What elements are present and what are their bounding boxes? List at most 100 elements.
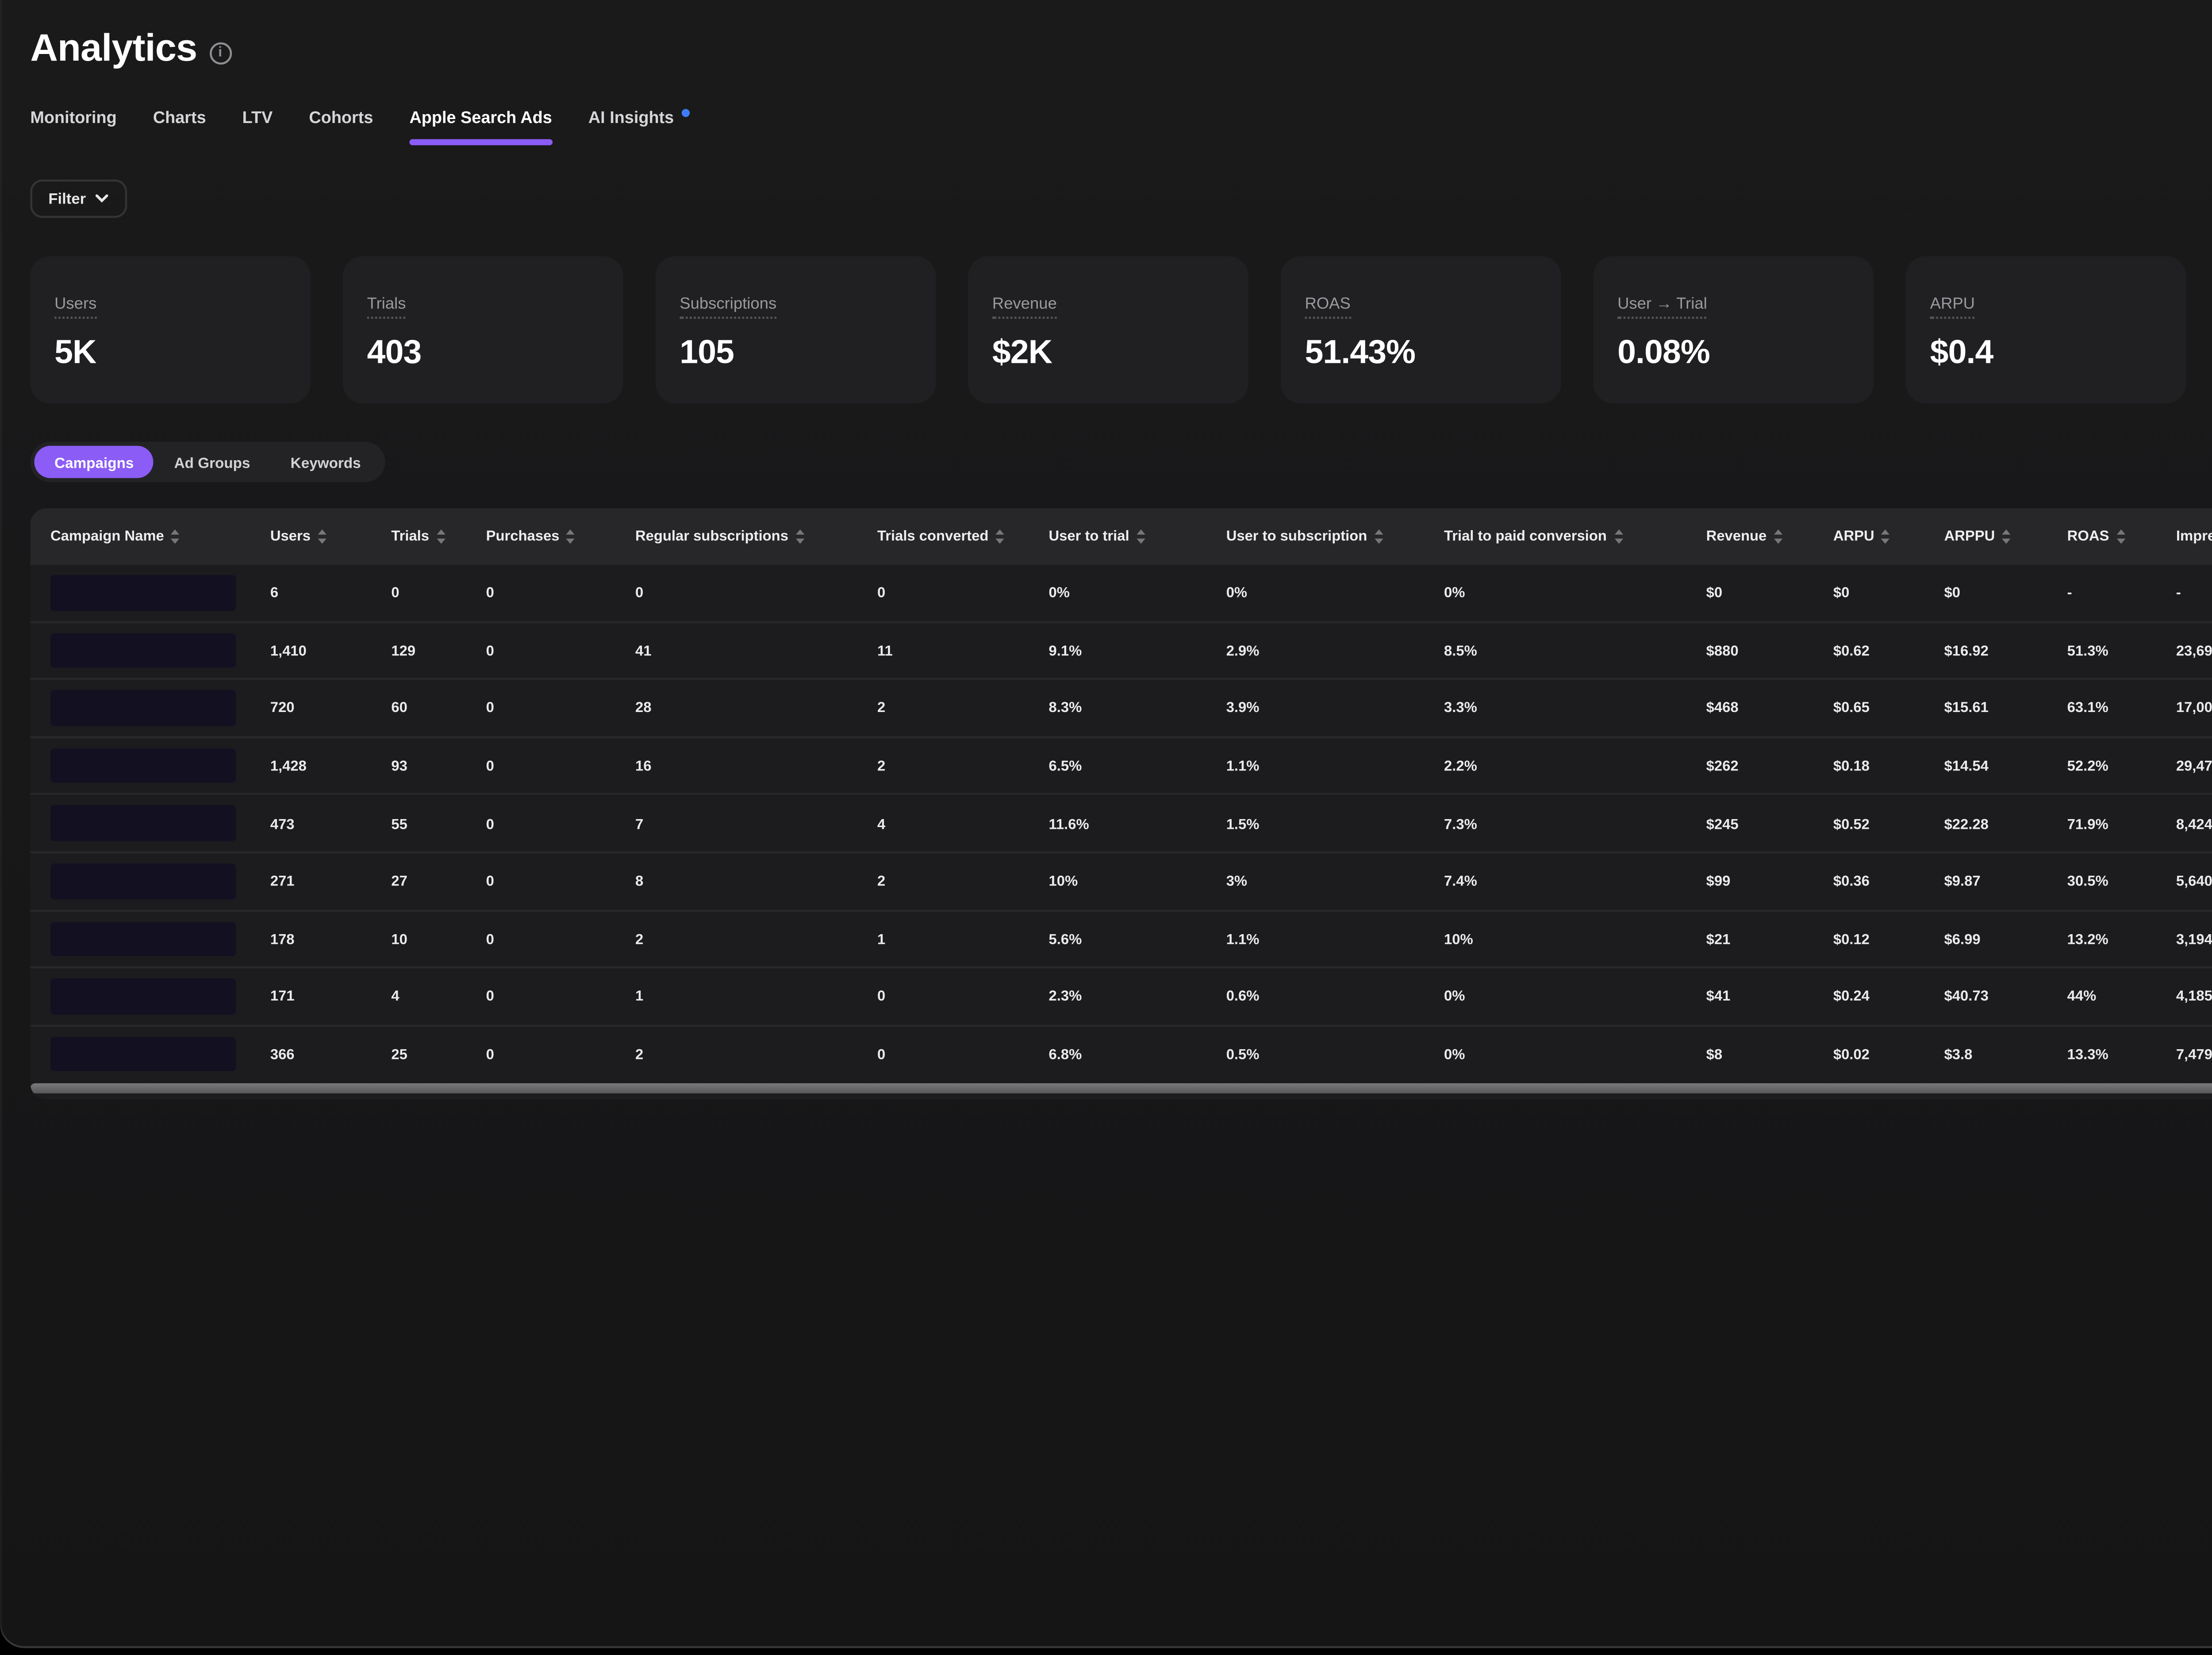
kpi-card-user-trial: User → Trial 0.08%: [1593, 256, 1874, 404]
view-tab-campaigns[interactable]: Campaigns: [34, 446, 154, 478]
cell-user-to-subscription: 1.1%: [1226, 756, 1260, 775]
tab-apple-search-ads[interactable]: Apple Search Ads: [409, 107, 552, 146]
column-header-revenue[interactable]: Revenue: [1706, 527, 1833, 545]
column-header-arppu[interactable]: ARPPU: [1944, 527, 2067, 545]
cell-user-to-subscription: 1.5%: [1226, 814, 1260, 833]
kpi-card-trials: Trials 403: [342, 256, 623, 404]
column-header-trials[interactable]: Trials: [391, 527, 486, 545]
sort-icon: [795, 527, 806, 543]
column-header-label: Users: [270, 526, 311, 545]
cell-regular-subscriptions: 7: [635, 814, 644, 833]
cell-user-to-subscription: 1.1%: [1226, 929, 1260, 948]
column-header-roas[interactable]: ROAS: [2067, 527, 2176, 545]
column-header-label: User to trial: [1048, 526, 1129, 545]
tab-ai-insights[interactable]: AI Insights: [588, 107, 691, 146]
cell-arpu: $0.36: [1833, 872, 1870, 890]
cell-campaign-name: [50, 978, 270, 1014]
campaign-name-redacted: [50, 632, 236, 668]
cell-users: 366: [270, 1045, 295, 1063]
kpi-value: 0.08%: [1617, 335, 1710, 371]
column-header-impressions[interactable]: Impressions: [2176, 527, 2212, 545]
cell-arppu: $15.61: [1944, 699, 1989, 717]
cell-campaign-name: [50, 690, 270, 726]
cell-revenue: $21: [1706, 929, 1731, 948]
view-tab-ad-groups[interactable]: Ad Groups: [174, 453, 250, 471]
cell-trial-to-paid-conversion: 8.5%: [1444, 641, 1477, 660]
cell-trials: 0: [391, 583, 399, 602]
cell-roas: 63.1%: [2067, 699, 2108, 717]
kpi-value: 51.43%: [1305, 335, 1416, 371]
column-header-purchases[interactable]: Purchases: [486, 527, 635, 545]
cell-user-to-trial: 5.6%: [1048, 929, 1082, 948]
table-row[interactable]: 1,428 93 0 16 2 6.5% 1.1% 2.2% $262 $0.18 $14.54 52…: [30, 735, 2212, 793]
cell-campaign-name: [50, 921, 270, 957]
cell-roas: 51.3%: [2067, 641, 2108, 660]
cell-roas: 13.3%: [2067, 1045, 2108, 1063]
info-icon[interactable]: i: [209, 42, 231, 65]
column-header-trials-converted[interactable]: Trials converted: [877, 527, 1048, 545]
filter-button[interactable]: Filter: [30, 179, 127, 218]
tab-monitoring[interactable]: Monitoring: [30, 107, 116, 146]
view-tab-keywords[interactable]: Keywords: [290, 453, 361, 471]
column-header-label: Trials converted: [877, 526, 989, 545]
cell-arppu: $14.54: [1944, 756, 1989, 775]
cell-revenue: $262: [1706, 756, 1739, 775]
cell-user-to-subscription: 0.5%: [1226, 1045, 1260, 1063]
column-header-user-to-trial[interactable]: User to trial: [1049, 527, 1226, 545]
cell-user-to-subscription: 0%: [1226, 583, 1248, 602]
column-header-label: Trials: [391, 526, 430, 545]
cell-purchases: 0: [486, 929, 494, 948]
table-row[interactable]: 17140102.3%0.6%0%$41$0.24$40.7344%4,1854…: [30, 966, 2212, 1024]
sort-icon: [995, 527, 1006, 543]
campaign-name-redacted: [50, 805, 236, 841]
kpi-label: Users: [54, 295, 97, 318]
tab-label: Monitoring: [30, 107, 117, 127]
cell-impressions: 7,479: [2176, 1045, 2212, 1063]
column-header-arpu[interactable]: ARPU: [1833, 527, 1944, 545]
cell-arppu: $16.92: [1944, 641, 1989, 660]
cell-user-to-subscription: 2.9%: [1226, 641, 1260, 660]
table-row[interactable]: 178 10 0 2 1 5.6% 1.1% 10% $21 $0.12 $6.99 13.2% 3,1…: [30, 908, 2212, 966]
table-row[interactable]: 366250206.8%0.5%0%$8$0.02$3.813.3%7,4797…: [30, 1024, 2212, 1082]
tab-ltv[interactable]: LTV: [242, 107, 273, 146]
cell-arppu: $22.28: [1944, 814, 1989, 833]
page-header: Analytics i: [0, 0, 2212, 73]
cell-trial-to-paid-conversion: 2.2%: [1444, 756, 1477, 775]
column-header-trial-to-paid-conversion[interactable]: Trial to paid conversion: [1444, 527, 1706, 545]
cell-users: 271: [270, 872, 295, 890]
cell-purchases: 0: [486, 641, 494, 660]
cell-impressions: -: [2176, 583, 2181, 602]
cell-arpu: $0.12: [1833, 929, 1870, 948]
cell-user-to-trial: 0%: [1048, 583, 1070, 602]
table-row[interactable]: 271 27 0 8 2 10% 3% 7.4% $99 $0.36 $9.87 30.5% 5,640…: [30, 851, 2212, 909]
cell-revenue: $8: [1706, 1045, 1723, 1063]
table-body: 600000%0%0%$0$0$0-------1,410129041119.1…: [30, 562, 2212, 1082]
table-row[interactable]: 720 60 0 28 2 8.3% 3.9% 3.3% $468 $0.65 $15.61 63.1…: [30, 678, 2212, 736]
kpi-label: ROAS: [1305, 295, 1351, 318]
cell-revenue: $99: [1706, 872, 1731, 890]
tab-label: AI Insights: [588, 107, 674, 127]
table-row[interactable]: 473 55 0 7 4 11.6% 1.5% 7.3% $245 $0.52 $22.28 71.9…: [30, 793, 2212, 851]
campaign-name-redacted: [50, 690, 236, 726]
view-tabs-row: Campaigns Ad Groups Keywords: [0, 440, 2212, 484]
cell-campaign-name: [50, 632, 270, 668]
cell-user-to-trial: 11.6%: [1048, 814, 1089, 833]
kpi-card-arpu: ARPU $0.4: [1905, 256, 2186, 404]
tab-charts[interactable]: Charts: [153, 107, 206, 146]
cell-impressions: 3,194: [2176, 929, 2212, 948]
cell-trials-converted: 2: [877, 699, 886, 717]
cell-trials-converted: 0: [877, 583, 886, 602]
table-row[interactable]: 1,410 129 0 41 11 9.1% 2.9% 8.5% $880 $0.62 $16.92…: [30, 620, 2212, 678]
horizontal-scrollbar-thumb[interactable]: [30, 1084, 2212, 1093]
column-header-campaign-name[interactable]: Campaign Name: [50, 527, 270, 545]
horizontal-scrollbar[interactable]: [30, 1082, 2212, 1100]
sort-icon: [565, 527, 576, 543]
column-header-users[interactable]: Users: [270, 527, 392, 545]
column-header-regular-subscriptions[interactable]: Regular subscriptions: [635, 527, 877, 545]
tab-cohorts[interactable]: Cohorts: [309, 107, 373, 146]
column-header-user-to-subscription[interactable]: User to subscription: [1226, 527, 1444, 545]
cell-campaign-name: [50, 1036, 270, 1072]
sort-icon: [2115, 527, 2126, 543]
cell-campaign-name: [50, 748, 270, 784]
